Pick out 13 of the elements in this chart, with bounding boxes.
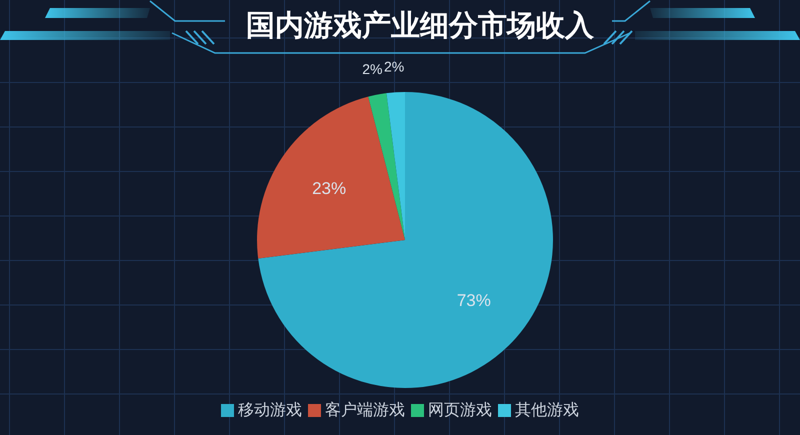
legend-label: 客户端游戏: [325, 400, 405, 421]
legend-label: 其他游戏: [515, 400, 579, 421]
data-label: 2%: [362, 61, 383, 78]
data-label: 73%: [456, 291, 491, 310]
legend-label: 移动游戏: [238, 400, 302, 421]
data-label: 23%: [312, 178, 346, 198]
legend-label: 网页游戏: [428, 400, 492, 421]
pie-slice: [386, 92, 405, 240]
data-label: 2%: [384, 58, 404, 74]
pie-slice: [258, 92, 553, 388]
pie-slice: [257, 96, 405, 259]
pie-slice: [368, 93, 405, 240]
chart-title: 国内游戏产业细分市场收入: [246, 10, 594, 42]
